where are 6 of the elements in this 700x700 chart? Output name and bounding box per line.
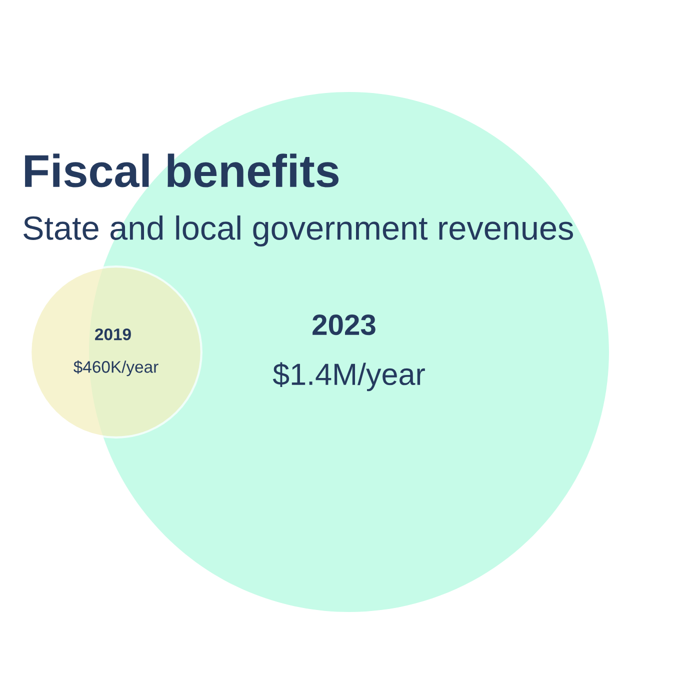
text: State and local government revenues	[24, 215, 573, 247]
data-label: $1.4M/year	[272, 362, 425, 392]
category-label: 2023	[312, 314, 376, 336]
category-label: 2019	[95, 328, 131, 340]
data-label: $460K/year	[74, 360, 158, 376]
text: Fiscal benefits	[25, 154, 339, 188]
